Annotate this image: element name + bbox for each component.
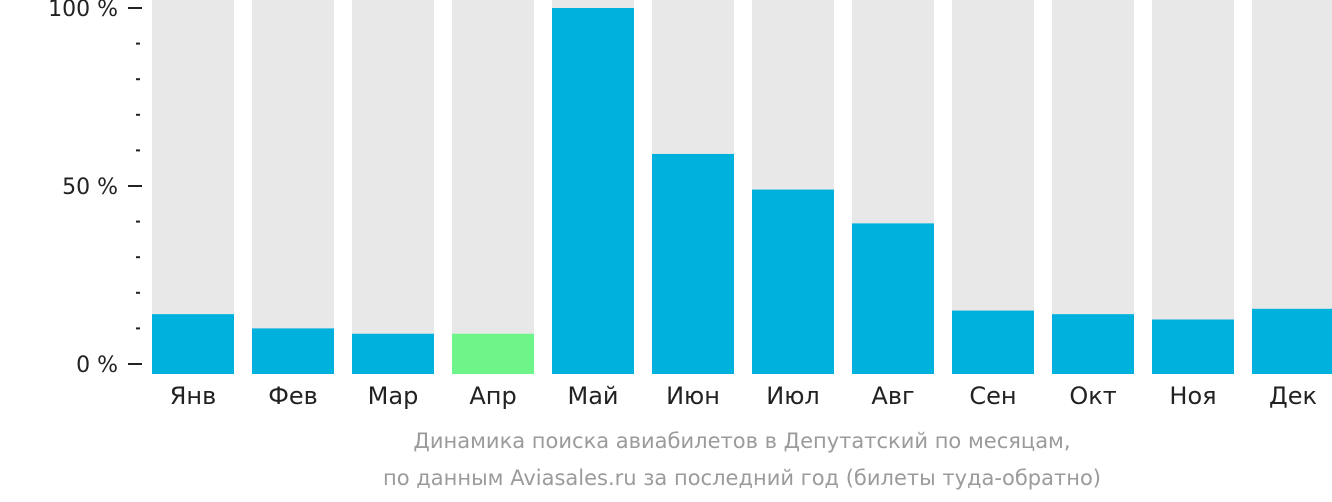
bar [252, 328, 334, 374]
x-tick-label: Мар [368, 382, 419, 410]
x-tick-label: Июн [666, 382, 720, 410]
bar [1252, 308, 1332, 374]
y-tick-label: 50 % [62, 175, 118, 200]
x-tick-label: Июл [766, 382, 820, 410]
bar-track [1152, 0, 1234, 374]
x-tick-label: Дек [1269, 382, 1317, 410]
x-tick-label: Авг [871, 382, 914, 410]
category-labels: Янв Фев Мар Апр Май Июн Июл Авг Сен Окт Ноя Дек [170, 382, 1317, 410]
bar [1152, 319, 1234, 374]
x-tick-label: Фев [268, 382, 318, 410]
bar-track [252, 0, 334, 374]
bar-track [1052, 0, 1134, 374]
bar [152, 314, 234, 374]
x-tick-label: Сен [969, 382, 1016, 410]
bar [352, 333, 434, 374]
bar [652, 153, 734, 374]
bar [752, 189, 834, 374]
bar-chart: 0 % 50 % 100 % Янв Фев Мар Апр Май Июн Июл Авг Сен… [48, 0, 1332, 410]
bar-track [452, 0, 534, 374]
bar [452, 333, 534, 374]
bar-track [352, 0, 434, 374]
bar [852, 223, 934, 374]
y-tick-label: 100 % [48, 0, 118, 22]
x-tick-label: Янв [170, 382, 217, 410]
x-tick-label: Апр [469, 382, 516, 410]
y-axis: 0 % 50 % 100 % [48, 0, 142, 378]
bar-track [152, 0, 234, 374]
bar [952, 310, 1034, 374]
bars [152, 0, 1332, 374]
x-tick-label: Май [567, 382, 618, 410]
y-tick-label: 0 % [76, 353, 118, 378]
bar [1052, 314, 1134, 374]
x-tick-label: Ноя [1169, 382, 1216, 410]
chart-caption-line-1: Динамика поиска авиабилетов в Депутатски… [413, 429, 1071, 453]
x-tick-label: Окт [1069, 382, 1116, 410]
chart-caption-line-2: по данным Aviasales.ru за последний год … [383, 466, 1101, 490]
bar [552, 8, 634, 374]
